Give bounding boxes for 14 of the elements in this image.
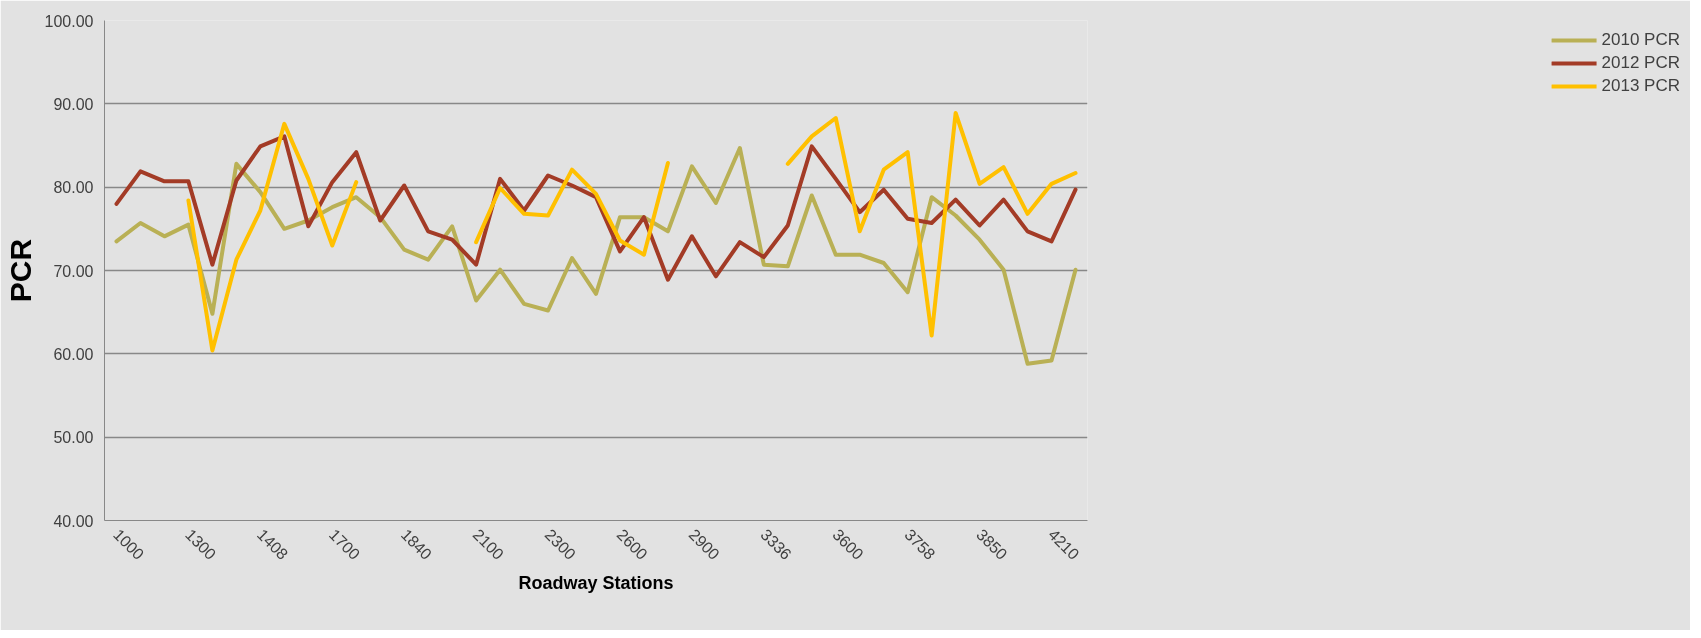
x-axis-title: Roadway Stations — [518, 573, 674, 594]
line-series — [114, 134, 1078, 282]
y-tick-label: 40.00 — [53, 512, 94, 530]
y-tick-label: 60.00 — [53, 345, 94, 363]
legend-label: 2013 PCR — [1601, 76, 1680, 96]
y-tick-label: 80.00 — [53, 179, 94, 197]
y-axis-title: PCR — [3, 238, 37, 303]
line-series — [114, 146, 1078, 366]
y-tick-label: 50.00 — [53, 429, 94, 447]
y-tick-label: 90.00 — [53, 95, 94, 113]
y-tick-label: 100.00 — [44, 12, 94, 30]
legend-label: 2010 PCR — [1601, 30, 1680, 50]
y-tick-label: 70.00 — [53, 262, 94, 280]
legend-label: 2012 PCR — [1601, 53, 1680, 73]
